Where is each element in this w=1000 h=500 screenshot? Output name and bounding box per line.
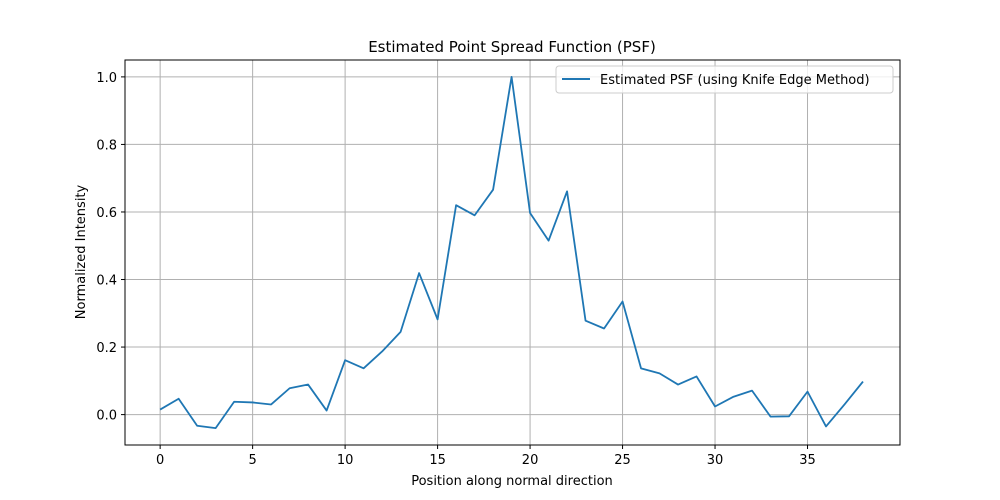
axis-ticks: 0 5 10 15 20 25 30 35 0.0 0.2 0.4 0.6 0.8 1.0	[96, 71, 815, 468]
x-axis-label: Position along normal direction	[411, 474, 613, 489]
x-tick-label: 10	[337, 453, 354, 468]
y-tick-label: 0.0	[96, 409, 117, 424]
y-tick-label: 0.8	[96, 138, 117, 153]
plot-area	[159, 75, 864, 430]
legend-entry-psf: Estimated PSF (using Knife Edge Method)	[600, 73, 870, 88]
y-tick-label: 0.6	[96, 206, 117, 221]
legend-box	[555, 65, 894, 94]
x-tick-label: 35	[799, 453, 816, 468]
axes-frame	[124, 59, 901, 446]
y-tick-label: 0.4	[96, 274, 117, 289]
y-axis-label: Normalized Intensity	[74, 184, 89, 319]
x-tick-label: 20	[522, 453, 539, 468]
legend: Estimated PSF (using Knife Edge Method)	[555, 65, 894, 94]
x-tick-label: 0	[156, 453, 164, 468]
grid-lines	[125, 60, 900, 445]
chart-title: Estimated Point Spread Function (PSF)	[368, 38, 656, 56]
y-tick-label: 0.2	[96, 341, 117, 356]
series-line-psf	[159, 75, 864, 430]
x-tick-label: 25	[614, 453, 631, 468]
x-tick-label: 15	[429, 453, 446, 468]
x-tick-label: 30	[707, 453, 724, 468]
y-tick-label: 1.0	[96, 71, 117, 86]
x-tick-label: 5	[248, 453, 256, 468]
